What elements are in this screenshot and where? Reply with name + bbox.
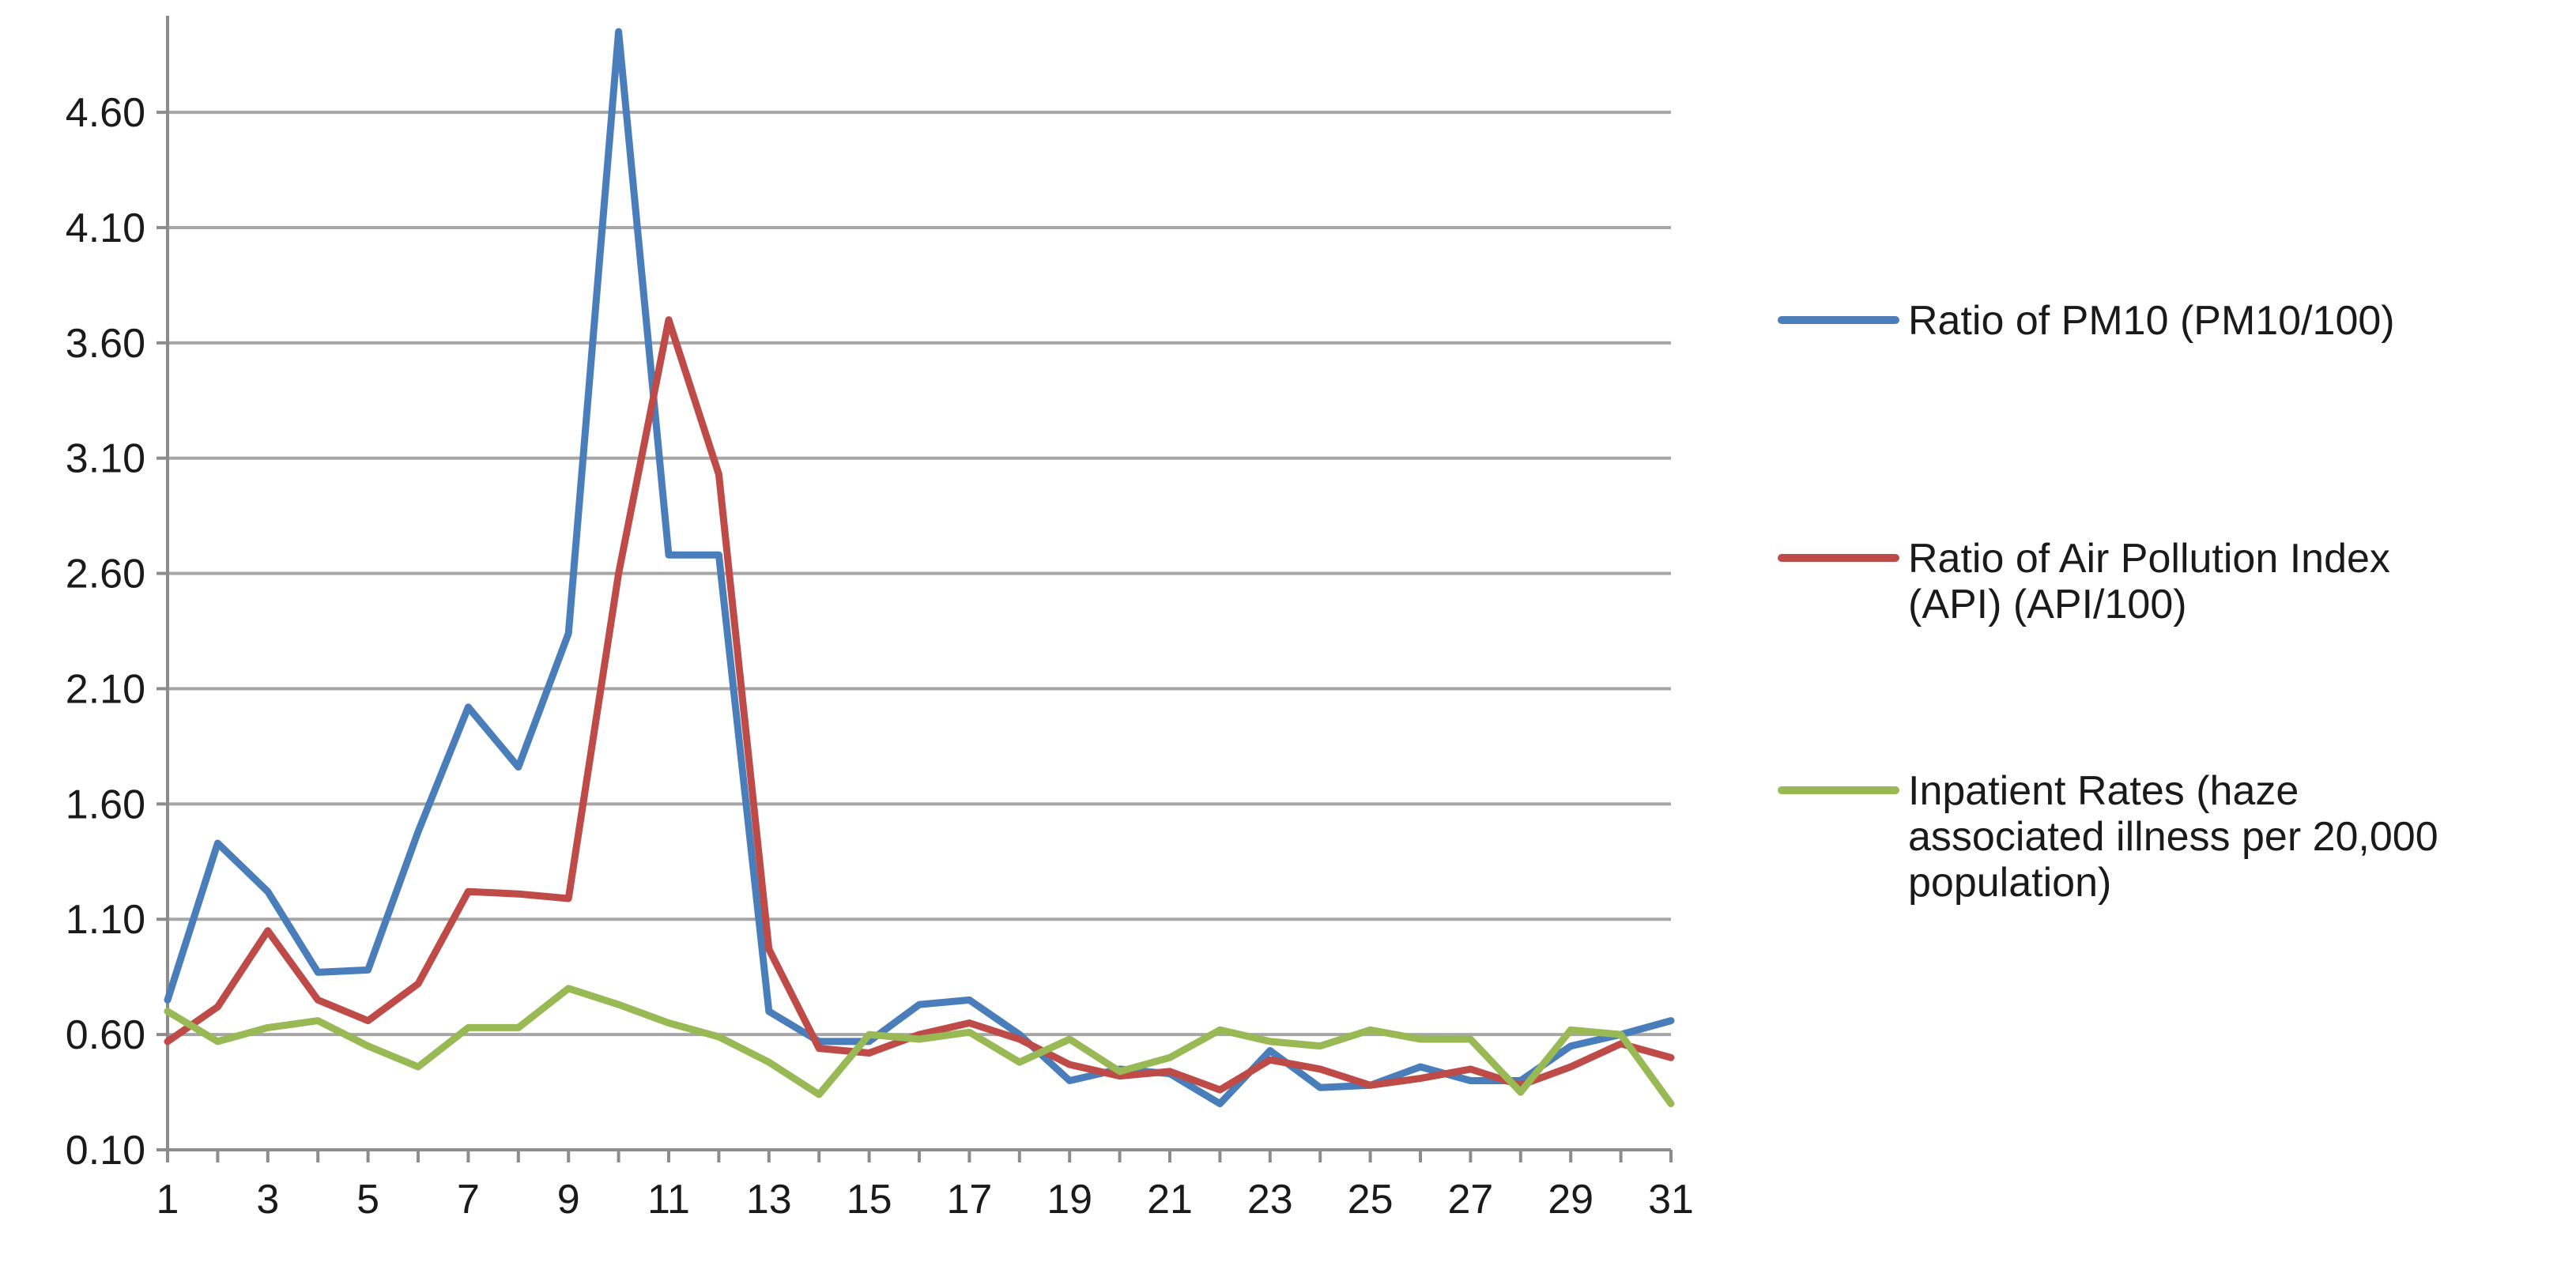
x-tick-label: 11	[647, 1177, 690, 1223]
series-lines	[164, 28, 1675, 1108]
x-tick-label: 5	[356, 1177, 379, 1223]
legend-label: Inpatient Rates (haze	[1908, 768, 2299, 814]
x-tick-label: 3	[256, 1177, 279, 1223]
x-tick-label: 13	[746, 1177, 792, 1223]
y-tick-label: 1.60	[66, 782, 145, 827]
x-tick-label: 7	[457, 1177, 480, 1223]
x-tick-label: 31	[1648, 1177, 1694, 1223]
legend-label: population)	[1908, 860, 2111, 906]
gridlines	[168, 111, 1671, 1037]
legend-item-2: Ratio of Air Pollution Index(API) (API/1…	[1778, 536, 2390, 627]
y-tick-label: 3.60	[66, 321, 145, 367]
y-tick-label: 0.10	[66, 1128, 145, 1174]
y-tick-label: 4.10	[66, 205, 145, 251]
x-tick-label: 19	[1047, 1177, 1092, 1223]
legend: Ratio of PM10 (PM10/100) Ratio of Air Pol…	[1778, 298, 2438, 906]
axes	[157, 16, 1673, 1162]
x-tick-label: 17	[946, 1177, 992, 1223]
series-line-2	[164, 316, 1675, 1094]
x-tick-label: 23	[1247, 1177, 1293, 1223]
y-tick-label: 0.60	[66, 1012, 145, 1058]
legend-label: Ratio of Air Pollution Index	[1908, 536, 2390, 582]
legend-label: (API) (API/100)	[1908, 582, 2187, 627]
x-tick-label: 9	[557, 1177, 580, 1223]
x-tick-label: 15	[847, 1177, 892, 1223]
x-tick-labels: 1 3 5 7 9 11 13 15 17 19 21 23 25 27 29 31	[157, 1177, 1694, 1223]
y-tick-label: 1.10	[66, 897, 145, 943]
x-tick-label: 1	[157, 1177, 179, 1223]
y-tick-label: 2.10	[66, 666, 145, 712]
x-tick-label: 21	[1147, 1177, 1193, 1223]
x-tick-label: 25	[1348, 1177, 1394, 1223]
y-tick-label: 2.60	[66, 552, 145, 597]
legend-item-1: Ratio of PM10 (PM10/100)	[1778, 298, 2395, 344]
legend-label: associated illness per 20,000	[1908, 814, 2438, 860]
series-line-1	[164, 28, 1675, 1108]
y-tick-labels: 0.10 0.60 1.10 1.60 2.10 2.60 3.10 3.60 4.10 4.60	[66, 90, 145, 1174]
legend-label: Ratio of PM10 (PM10/100)	[1908, 298, 2395, 344]
series-line-3	[164, 985, 1675, 1108]
y-tick-label: 4.60	[66, 90, 145, 136]
x-tick-label: 29	[1548, 1177, 1593, 1223]
y-tick-label: 3.10	[66, 436, 145, 482]
x-tick-label: 27	[1447, 1177, 1493, 1223]
